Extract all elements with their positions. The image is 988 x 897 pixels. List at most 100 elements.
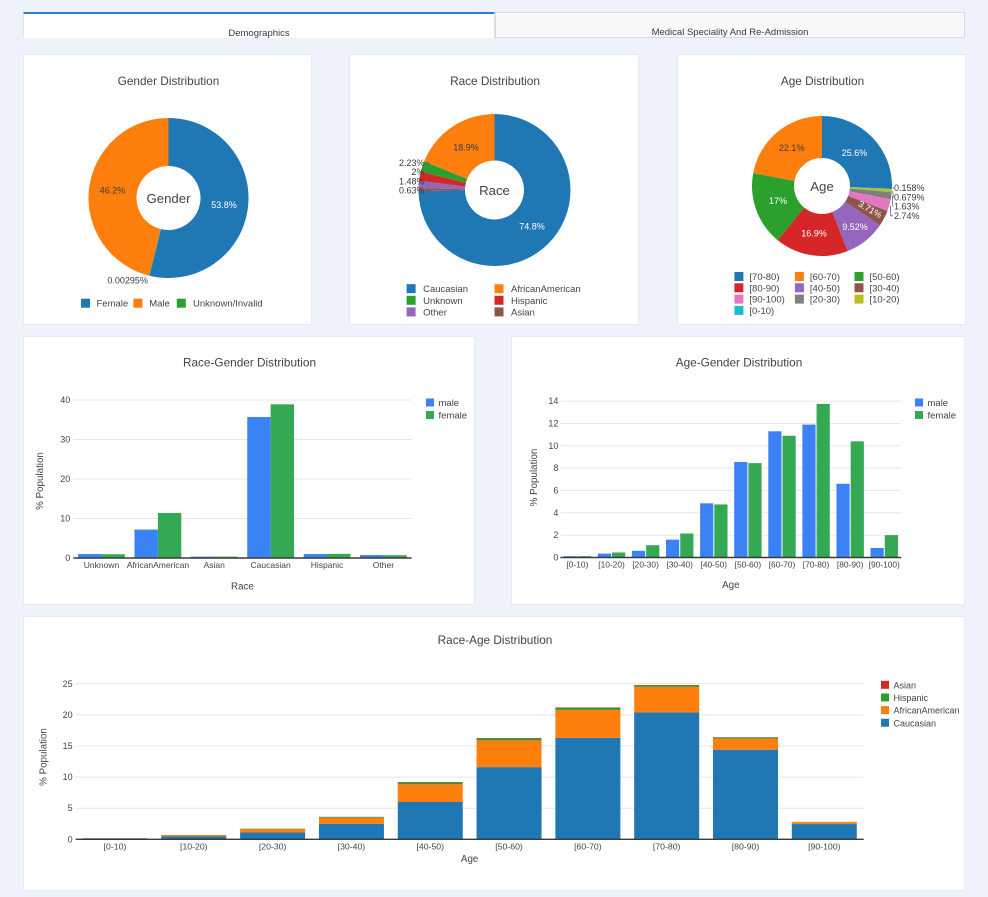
svg-text:0: 0 [68,834,73,844]
svg-text:Age-Gender Distribution: Age-Gender Distribution [676,356,803,370]
svg-text:[30-40): [30-40) [666,560,693,570]
svg-text:30: 30 [60,435,70,445]
svg-text:20: 20 [60,474,70,484]
svg-text:[80-90): [80-90) [749,283,779,294]
svg-text:Race Distribution: Race Distribution [450,74,540,88]
svg-text:0: 0 [553,553,558,563]
svg-text:[30-40): [30-40) [338,842,366,852]
svg-text:[90-100): [90-100) [808,842,840,852]
svg-text:[60-70): [60-70) [810,272,840,283]
svg-text:[20-30): [20-30) [259,842,287,852]
svg-text:[50-60): [50-60) [870,272,900,283]
svg-text:[20-30): [20-30) [810,295,840,306]
svg-text:Other: Other [423,307,447,318]
svg-text:20: 20 [63,710,73,720]
svg-text:0.158%: 0.158% [894,183,925,193]
svg-text:25: 25 [63,679,73,689]
svg-text:Gender Distribution: Gender Distribution [118,74,220,88]
svg-text:[90-100): [90-100) [749,295,784,306]
svg-text:Other: Other [373,560,394,570]
svg-text:17%: 17% [769,196,787,206]
svg-text:[0-10): [0-10) [749,306,774,317]
svg-text:15: 15 [63,741,73,751]
svg-text:[60-70): [60-70) [769,560,796,570]
svg-text:[70-80): [70-80) [749,272,779,283]
svg-text:12: 12 [548,418,558,428]
svg-text:Asian: Asian [511,307,535,318]
svg-text:[40-50): [40-50) [810,283,840,294]
svg-text:Caucasian: Caucasian [423,284,468,295]
svg-text:[90-100): [90-100) [869,560,900,570]
svg-text:Race: Race [479,183,510,198]
svg-text:Gender: Gender [147,191,192,206]
svg-text:[80-90): [80-90) [837,560,864,570]
svg-text:Race-Gender Distribution: Race-Gender Distribution [183,356,316,370]
svg-text:female: female [928,411,957,422]
svg-text:Asian: Asian [894,680,917,690]
svg-text:10: 10 [548,441,558,451]
svg-text:Caucasian: Caucasian [894,718,937,728]
svg-text:4: 4 [553,508,558,518]
svg-text:[10-20): [10-20) [870,295,900,306]
svg-text:8: 8 [553,463,558,473]
svg-text:[10-20): [10-20) [180,842,208,852]
svg-text:Race-Age Distribution: Race-Age Distribution [438,633,553,647]
svg-text:46.2%: 46.2% [100,186,126,196]
svg-text:Male: Male [149,299,170,310]
svg-text:% Population: % Population [35,452,46,510]
svg-text:53.8%: 53.8% [211,200,237,210]
svg-text:Asian: Asian [204,560,226,570]
svg-text:9.52%: 9.52% [842,222,868,232]
svg-text:[70-80): [70-80) [803,560,830,570]
svg-text:% Population: % Population [529,449,540,507]
svg-text:25.6%: 25.6% [842,148,868,158]
svg-text:AfricanAmerican: AfricanAmerican [894,706,960,716]
svg-text:Hispanic: Hispanic [311,560,344,570]
svg-text:10: 10 [60,514,70,524]
svg-text:5: 5 [68,803,73,813]
svg-text:14: 14 [548,396,558,406]
svg-text:40: 40 [60,395,70,405]
svg-text:Age: Age [722,580,740,591]
svg-text:AfricanAmerican: AfricanAmerican [511,284,581,295]
svg-text:Race: Race [231,582,254,593]
svg-text:Age: Age [810,179,833,194]
svg-text:Female: Female [97,299,129,310]
svg-text:Hispanic: Hispanic [894,693,929,703]
svg-text:[20-30): [20-30) [632,560,659,570]
svg-text:[40-50): [40-50) [416,842,444,852]
svg-text:18.9%: 18.9% [453,143,479,153]
svg-text:2: 2 [553,530,558,540]
svg-text:Age Distribution: Age Distribution [781,74,864,88]
svg-text:[0-10): [0-10) [104,842,127,852]
svg-text:[60-70): [60-70) [574,842,602,852]
svg-text:AfricanAmerican: AfricanAmerican [127,560,190,570]
svg-text:0.00295%: 0.00295% [107,276,148,286]
svg-text:0: 0 [65,553,70,563]
svg-text:[80-90): [80-90) [732,842,760,852]
svg-text:male: male [439,398,460,409]
svg-text:Unknown/Invalid: Unknown/Invalid [193,299,263,310]
svg-text:[70-80): [70-80) [653,842,681,852]
svg-text:22.1%: 22.1% [779,143,805,153]
svg-text:16.9%: 16.9% [801,228,827,238]
svg-text:male: male [928,398,949,409]
svg-text:female: female [439,411,468,422]
svg-text:[50-60): [50-60) [735,560,762,570]
svg-text:2.74%: 2.74% [894,211,920,221]
svg-text:% Population: % Population [39,728,50,786]
svg-text:[40-50): [40-50) [701,560,728,570]
svg-text:6: 6 [553,485,558,495]
svg-text:[30-40): [30-40) [870,283,900,294]
svg-text:[50-60): [50-60) [495,842,523,852]
svg-text:Unknown: Unknown [84,560,120,570]
svg-text:Unknown: Unknown [423,296,463,307]
svg-text:[0-10): [0-10) [566,560,588,570]
svg-text:[10-20): [10-20) [598,560,625,570]
svg-text:Caucasian: Caucasian [251,560,291,570]
svg-text:Age: Age [461,854,479,865]
svg-text:Hispanic: Hispanic [511,296,548,307]
svg-text:10: 10 [63,772,73,782]
svg-text:0.63%: 0.63% [399,185,425,195]
svg-text:74.8%: 74.8% [519,222,545,232]
